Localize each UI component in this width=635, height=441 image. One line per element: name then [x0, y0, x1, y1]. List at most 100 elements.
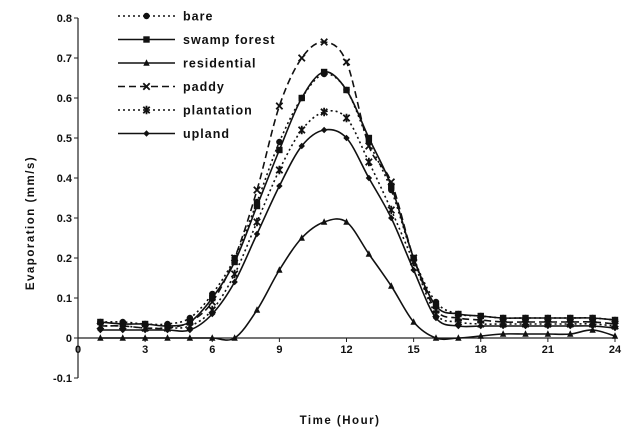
legend-marker: [143, 36, 150, 43]
data-point: [253, 202, 261, 210]
legend-marker: [143, 12, 150, 20]
y-tick-label: 0.6: [57, 93, 72, 105]
x-tick-label: 15: [408, 344, 420, 356]
data-point: [343, 134, 350, 142]
data-point: [209, 334, 216, 341]
data-point: [208, 298, 217, 306]
data-point: [342, 58, 351, 66]
data-point: [342, 113, 351, 123]
axes: 0 3 6 9 12 15 18 21 24 -0.1 0 0.1 0.2 0.3 0.4 0.5 0.6 0.7…: [53, 13, 622, 385]
data-point: [276, 266, 283, 273]
data-point: [297, 54, 306, 62]
data-point: [410, 266, 417, 274]
data-point: [567, 330, 574, 337]
data-point: [544, 314, 552, 322]
data-point: [611, 316, 619, 324]
data-point: [499, 314, 507, 322]
data-point: [320, 68, 328, 76]
series-paddy: [96, 38, 619, 332]
data-point: [611, 324, 619, 332]
legend: bare swamp forest residential paddy plantati…: [118, 10, 276, 141]
legend-item: bare: [118, 10, 212, 24]
data-point: [365, 174, 373, 182]
legend-label: swamp forest: [183, 33, 276, 47]
y-tick-label: -0.1: [53, 373, 72, 385]
data-point: [119, 326, 126, 334]
data-point: [365, 250, 373, 257]
series-layer: [96, 38, 619, 341]
legend-item: paddy: [118, 80, 225, 94]
x-axis-title: Time (Hour): [300, 415, 381, 427]
data-point: [97, 326, 104, 334]
series-line: [100, 128, 616, 332]
data-point: [432, 302, 440, 310]
series-line: [100, 218, 616, 341]
y-tick-label: 0.5: [57, 133, 72, 145]
x-tick-label: 6: [209, 344, 215, 356]
legend-marker: [143, 130, 150, 137]
data-point: [589, 314, 596, 322]
data-point: [365, 157, 373, 167]
data-point: [455, 310, 462, 318]
data-point: [276, 146, 283, 154]
data-point: [231, 278, 238, 286]
data-point: [320, 218, 328, 225]
data-point: [388, 214, 395, 222]
data-point: [320, 38, 328, 46]
data-point: [522, 322, 529, 330]
data-point: [567, 322, 574, 330]
series-plantation: [96, 107, 619, 333]
data-point: [275, 102, 284, 110]
data-point: [320, 107, 328, 117]
data-point: [477, 322, 484, 330]
data-point: [455, 334, 462, 341]
y-tick-label: 0.4: [57, 173, 73, 185]
data-point: [186, 326, 194, 334]
data-point: [253, 186, 261, 194]
data-point: [231, 258, 238, 266]
data-point: [455, 322, 462, 330]
data-point: [141, 326, 149, 334]
y-tick-label: 0: [66, 333, 72, 345]
data-point: [432, 314, 440, 322]
data-point: [365, 142, 373, 150]
x-tick-label: 18: [475, 344, 487, 356]
legend-marker: [142, 105, 151, 115]
data-point: [388, 182, 395, 190]
data-point: [522, 314, 529, 322]
data-point: [544, 322, 552, 330]
x-tick-label: 21: [542, 344, 554, 356]
series-line: [100, 110, 616, 330]
data-point: [477, 312, 484, 320]
data-point: [230, 269, 239, 279]
data-point: [320, 126, 328, 134]
data-point: [387, 178, 396, 186]
data-point: [544, 330, 552, 337]
series-swamp-forest: [97, 68, 619, 330]
data-point: [589, 322, 596, 330]
legend-label: plantation: [183, 104, 253, 118]
data-point: [253, 217, 261, 227]
data-point: [164, 326, 171, 334]
legend-label: paddy: [183, 80, 225, 94]
x-tick-label: 9: [276, 344, 282, 356]
legend-item: residential: [118, 57, 257, 71]
data-point: [209, 294, 216, 302]
legend-label: upland: [183, 127, 230, 141]
legend-marker: [142, 82, 151, 91]
data-point: [567, 314, 574, 322]
data-point: [410, 318, 417, 325]
legend-item: plantation: [118, 104, 253, 118]
series-bare: [97, 70, 619, 328]
data-point: [186, 334, 194, 341]
data-point: [141, 334, 149, 341]
data-point: [499, 330, 507, 337]
data-point: [365, 134, 373, 142]
data-point: [276, 182, 283, 190]
legend-label: residential: [183, 57, 257, 71]
data-point: [522, 330, 529, 337]
series-line: [100, 71, 616, 327]
x-tick-label: 12: [340, 344, 352, 356]
data-point: [276, 138, 283, 146]
x-tick-label: 0: [75, 344, 81, 356]
